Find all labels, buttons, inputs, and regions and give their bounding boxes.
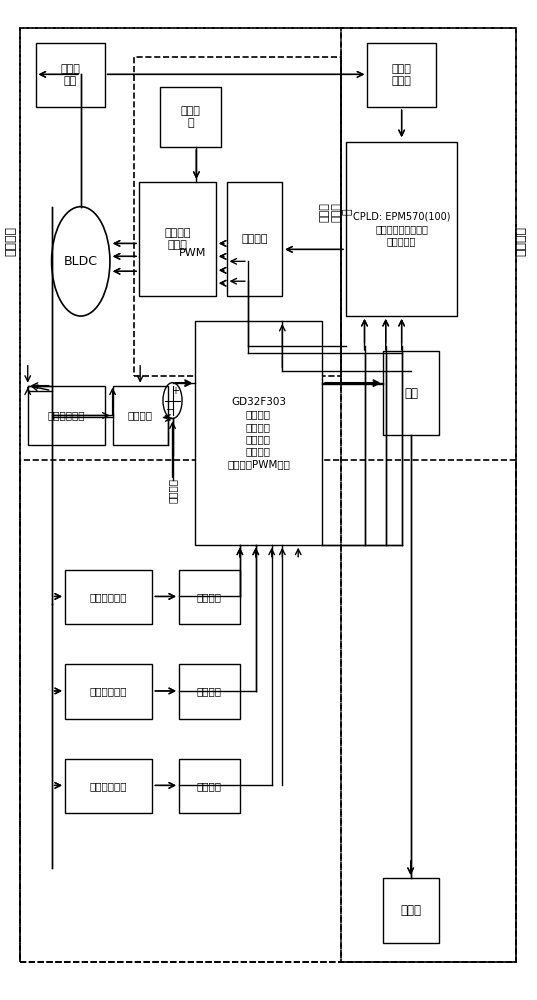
Bar <box>65 570 153 624</box>
Bar <box>340 28 516 962</box>
Text: 控制电路: 控制电路 <box>514 226 527 256</box>
Bar <box>65 664 153 719</box>
Text: 直流电
源: 直流电 源 <box>181 106 201 128</box>
Text: 母线电流保护: 母线电流保护 <box>47 410 85 420</box>
Bar <box>195 321 322 545</box>
Text: CPLD: EPM570(100)
换相导通逻辑控制位
置信号处理: CPLD: EPM570(100) 换相导通逻辑控制位 置信号处理 <box>353 212 451 246</box>
Text: 电流给定: 电流给定 <box>168 478 178 503</box>
Bar <box>367 43 436 107</box>
Text: 振幅量値: 振幅量値 <box>197 686 222 696</box>
Text: 驱动电路: 驱动电路 <box>241 234 268 244</box>
Bar <box>161 87 221 147</box>
Text: 碳化硬
驱动电
路: 碳化硬 驱动电 路 <box>320 202 353 222</box>
Text: 蓝牙: 蓝牙 <box>404 387 418 400</box>
Text: 电机本体: 电机本体 <box>4 226 17 256</box>
Text: BLDC: BLDC <box>64 255 98 268</box>
Bar <box>383 351 439 435</box>
Text: 电流检测: 电流检测 <box>128 410 153 420</box>
Bar <box>383 878 439 943</box>
Text: 位置传
感器: 位置传 感器 <box>60 64 80 86</box>
Text: +: + <box>171 386 179 396</box>
Bar <box>134 57 340 376</box>
Bar <box>346 142 458 316</box>
Text: PWM: PWM <box>178 248 206 258</box>
Bar <box>20 28 340 962</box>
Bar <box>65 759 153 813</box>
Bar <box>139 182 216 296</box>
Bar <box>35 43 105 107</box>
Text: 振动量値: 振动量値 <box>197 592 222 602</box>
Bar <box>179 759 240 813</box>
Bar <box>20 460 516 962</box>
Bar <box>113 386 168 445</box>
Bar <box>227 182 282 296</box>
Bar <box>179 664 240 719</box>
Text: 客户端: 客户端 <box>401 904 422 917</box>
Text: 温度量値: 温度量値 <box>197 781 222 791</box>
Text: 振动传感器路: 振动传感器路 <box>90 592 127 602</box>
Text: 位置信
号整形: 位置信 号整形 <box>391 64 411 86</box>
Text: 振幅传感器路: 振幅传感器路 <box>90 686 127 696</box>
Text: −: − <box>166 406 174 416</box>
Bar <box>28 386 105 445</box>
Bar <box>179 570 240 624</box>
Text: GD32F303
转速闭环
电流闭环
过流保护
控制方法
固定频率PWM信号: GD32F303 转速闭环 电流闭环 过流保护 控制方法 固定频率PWM信号 <box>227 397 290 469</box>
Text: 碳化硬集
成模块: 碳化硬集 成模块 <box>164 228 191 250</box>
Text: 温度传感器路: 温度传感器路 <box>90 781 127 791</box>
